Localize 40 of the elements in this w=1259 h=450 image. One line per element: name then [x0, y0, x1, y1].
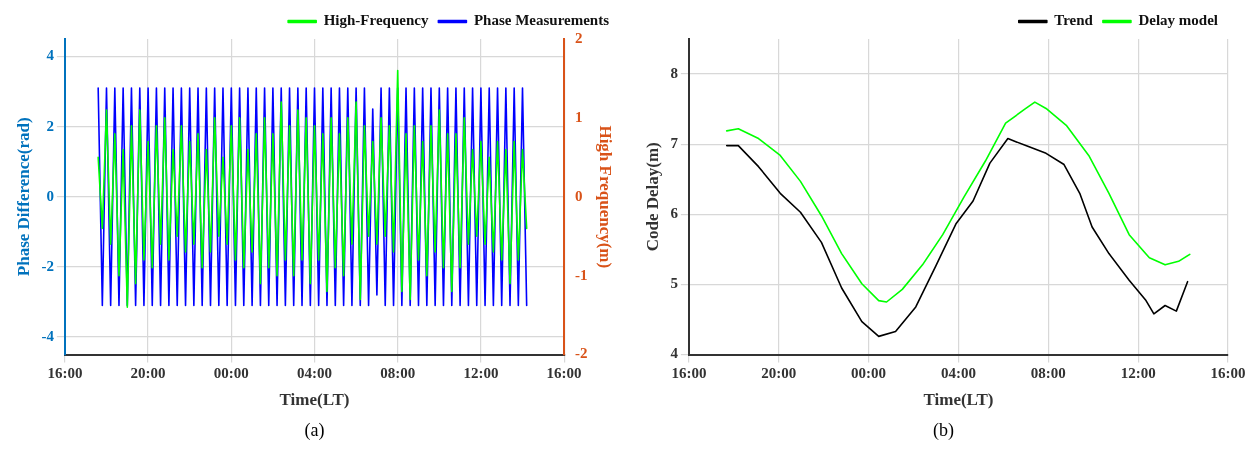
x-tick-label: 20:00	[761, 365, 797, 382]
y2-axis-title: High Frequency(m)	[596, 125, 616, 269]
text: (a)	[303, 420, 326, 441]
x-axis-title: Time(LT)	[279, 390, 350, 410]
y2-tick-label: -1	[575, 266, 588, 283]
y2-tick-label: 1	[575, 108, 583, 125]
x-tick-label: 08:00	[1030, 365, 1066, 382]
y-tick-label: -4	[41, 327, 55, 344]
y-axis-title: Code Delay(m)	[642, 142, 662, 252]
x-tick-label: 04:00	[940, 365, 976, 382]
x-tick-label: 00:00	[851, 365, 887, 382]
y-tick-label: 8	[670, 64, 678, 81]
y2-tick-label: 0	[575, 187, 583, 204]
legend-label: Trend	[1054, 12, 1094, 29]
y-tick-label: 4	[670, 345, 679, 362]
x-tick-label: 16:00	[1210, 365, 1246, 382]
y-tick-label: 5	[670, 275, 678, 292]
y-tick-label: -2	[41, 257, 54, 274]
x-tick-label: 08:00	[380, 365, 416, 382]
x-tick-label: 16:00	[671, 365, 707, 382]
x-tick-label: 16:00	[47, 365, 83, 382]
y2-tick-label: -2	[575, 345, 588, 362]
y-tick-label: 0	[46, 187, 54, 204]
y-tick-label: 2	[46, 117, 54, 134]
x-tick-label: 04:00	[297, 365, 332, 382]
text: (b)	[932, 420, 955, 441]
y-tick-label: 7	[670, 135, 679, 152]
y2-tick-label: 2	[575, 29, 583, 46]
legend-label: High-Frequency	[323, 12, 429, 29]
legend-label: Delay model	[1138, 12, 1219, 29]
y-tick-label: 6	[670, 205, 679, 222]
y-axis-title: Phase Difference(rad)	[13, 117, 33, 277]
x-tick-label: 20:00	[130, 365, 166, 382]
x-tick-label: 16:00	[546, 365, 582, 382]
x-axis-title: Time(LT)	[923, 390, 994, 410]
legend-label: Phase Measurements	[473, 12, 610, 29]
x-tick-label: 12:00	[463, 365, 499, 382]
y-tick-label: 4	[46, 47, 55, 64]
x-tick-label: 00:00	[213, 365, 249, 382]
x-tick-label: 12:00	[1120, 365, 1156, 382]
